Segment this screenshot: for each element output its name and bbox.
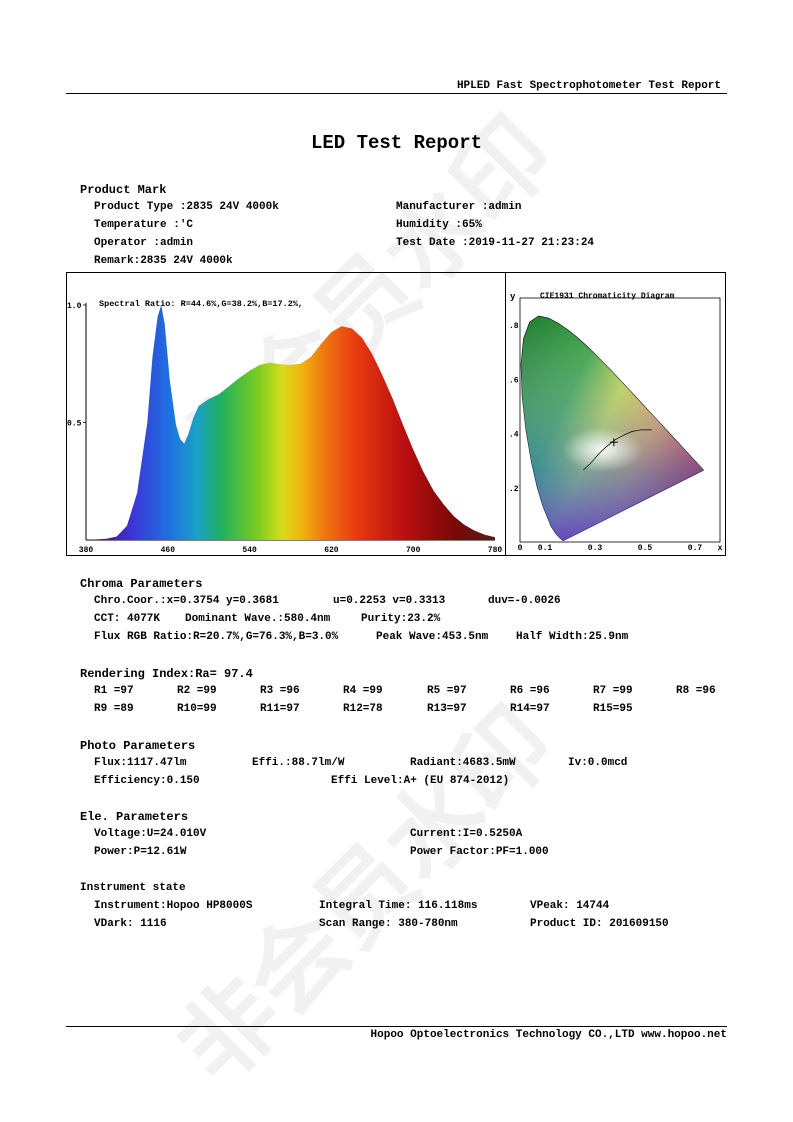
spectrum-x-tick: 700 [406, 546, 421, 555]
r-value: R7 =99 [593, 685, 633, 697]
r-value: R1 =97 [94, 685, 134, 697]
cie-x-tick: 0.1 [538, 544, 553, 553]
dominant-wave: Dominant Wave.:580.4nm [185, 613, 331, 625]
test-date: Test Date :2019-11-27 21:23:24 [396, 237, 595, 249]
chart-divider [505, 272, 506, 556]
power-factor: Power Factor:PF=1.000 [410, 846, 549, 858]
cie-y-tick: .6 [509, 376, 519, 385]
remark: Remark:2835 24V 4000k [94, 255, 233, 267]
efficiency: Efficiency:0.150 [94, 775, 200, 787]
spectrum-chart: Spectral Ratio: R=44.6%,G=38.2%,B=17.2%,… [67, 299, 503, 555]
r-value: R5 =97 [427, 685, 467, 697]
spectrum-x-tick: 620 [324, 546, 339, 555]
r-value: R10=99 [177, 703, 217, 715]
product-id: Product ID: 201609150 [530, 918, 669, 930]
instrument: Instrument:Hopoo HP8000S [94, 900, 253, 912]
purity: Purity:23.2% [361, 613, 441, 625]
footer-rule [66, 1026, 727, 1027]
uv-coordinates: u=0.2253 v=0.3313 [333, 595, 446, 607]
voltage: Voltage:U=24.010V [94, 828, 207, 840]
planckian-locus [583, 429, 652, 471]
spectrum-x-tick: 380 [79, 546, 94, 555]
cie-x-tick: x [718, 544, 723, 553]
header-rule [66, 93, 727, 94]
iv: Iv:0.0mcd [568, 757, 628, 769]
scan-range: Scan Range: 380-780nm [319, 918, 458, 930]
spectrum-x-tick: 460 [161, 546, 176, 555]
cie-plot-frame [519, 297, 721, 543]
r-value: R12=78 [343, 703, 383, 715]
cie-x-tick: 0.7 [688, 544, 703, 553]
r-value: R9 =89 [94, 703, 134, 715]
product-mark-heading: Product Mark [80, 183, 167, 197]
operator: Operator :admin [94, 237, 194, 249]
spectrum-curve [86, 305, 495, 540]
cct: CCT: 4077K [94, 613, 161, 625]
watermark: 非会员水印 [156, 686, 576, 1105]
footer-text: Hopoo Optoelectronics Technology CO.,LTD… [370, 1029, 727, 1041]
r-value: R2 =99 [177, 685, 217, 697]
cie-x-tick: 0.3 [588, 544, 603, 553]
manufacturer: Manufacturer :admin [396, 201, 522, 213]
cie-x-tick: 0.5 [638, 544, 653, 553]
rendering-index-heading: Rendering Index:Ra= 97.4 [80, 667, 253, 681]
chroma-heading: Chroma Parameters [80, 577, 203, 591]
duv: duv=-0.0026 [488, 595, 561, 607]
r-value: R15=95 [593, 703, 633, 715]
spectrum-y-tick: 1.0 [67, 302, 82, 311]
peak-wave: Peak Wave:453.5nm [376, 631, 489, 643]
effi: Effi.:88.7lm/W [252, 757, 345, 769]
cie-title: CIE1931 Chromaticity Diagram [540, 292, 675, 301]
flux-rgb-ratio: Flux RGB Ratio:R=20.7%,G=76.3%,B=3.0% [94, 631, 339, 643]
integral-time: Integral Time: 116.118ms [319, 900, 478, 912]
spectral-ratio-label: Spectral Ratio: R=44.6%,G=38.2%,B=17.2%, [99, 299, 303, 309]
chromaticity-point-marker [609, 438, 618, 447]
r-value: R14=97 [510, 703, 550, 715]
spectrum-x-tick: 540 [242, 546, 257, 555]
photo-parameters-heading: Photo Parameters [80, 739, 196, 753]
cie-chart: y CIE1931 Chromaticity Diagram 0 0.1 0.3 0.… [509, 292, 723, 553]
ele-parameters-heading: Ele. Parameters [80, 810, 189, 824]
report-header-title: HPLED Fast Spectrophotometer Test Report [456, 80, 721, 92]
cie-blue-region [521, 315, 704, 541]
r-value: R6 =96 [510, 685, 550, 697]
vpeak: VPeak: 14744 [530, 900, 610, 912]
cie-y-tick: .8 [509, 322, 519, 331]
cie-y-tick: .4 [509, 431, 519, 440]
cie-white-region [562, 427, 643, 472]
chart-frame [66, 272, 726, 556]
instrument-state-heading: Instrument state [80, 882, 186, 894]
power: Power:P=12.61W [94, 846, 187, 858]
vdark: VDark: 1116 [94, 918, 167, 930]
cie-y-axis-label: y [510, 292, 516, 302]
current: Current:I=0.5250A [410, 828, 523, 840]
spectrum-x-tick: 780 [488, 546, 503, 555]
r-value: R8 =96 [676, 685, 716, 697]
r-value: R4 =99 [343, 685, 383, 697]
r-value: R3 =96 [260, 685, 300, 697]
half-width: Half Width:25.9nm [516, 631, 629, 643]
chro-coor: Chro.Coor.:x=0.3754 y=0.3681 [94, 595, 279, 607]
cie-y-tick: .2 [509, 485, 519, 494]
effi-level: Effi Level:A+ (EU 874-2012) [331, 775, 510, 787]
humidity: Humidity :65% [396, 219, 482, 231]
flux: Flux:1117.47lm [94, 757, 187, 769]
r-value: R13=97 [427, 703, 467, 715]
product-type: Product Type :2835 24V 4000k [94, 201, 279, 213]
r-value: R11=97 [260, 703, 300, 715]
page-title: LED Test Report [310, 132, 483, 154]
spectrum-y-tick: 0.5 [67, 420, 82, 429]
cie-x-tick: 0 [518, 544, 523, 553]
temperature: Temperature :'C [94, 219, 194, 231]
radiant: Radiant:4683.5mW [410, 757, 516, 769]
